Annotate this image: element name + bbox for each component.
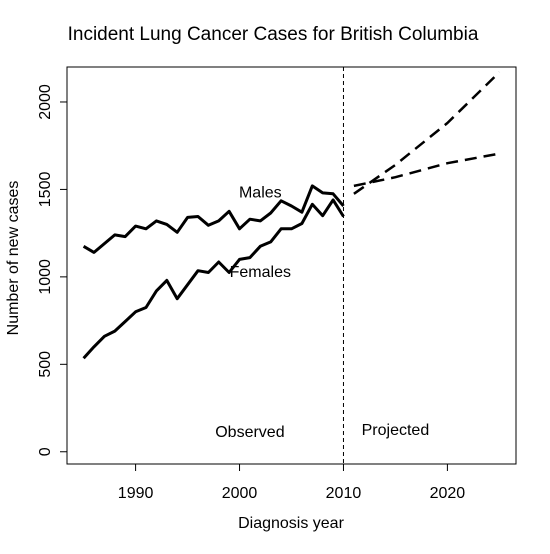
x-tick-label: 2010 (326, 485, 362, 502)
series-line-females-projected (353, 71, 501, 195)
annotation-males: Males (239, 184, 282, 201)
annotation-group: Observed Projected Males Females (215, 184, 429, 441)
series-line-females (82, 198, 345, 360)
y-tick-label: 0 (37, 447, 54, 456)
x-tick-label: 2020 (430, 485, 466, 502)
y-tick-label: 1500 (37, 172, 54, 208)
x-tick-label: 2000 (222, 485, 258, 502)
y-tick-label: 500 (37, 351, 54, 378)
y-axis-label: Number of new cases (5, 181, 22, 336)
annotation-females: Females (230, 264, 291, 281)
y-tick-label: 2000 (37, 84, 54, 120)
annotation-observed: Observed (215, 424, 284, 441)
series-group (82, 71, 501, 360)
chart-title: Incident Lung Cancer Cases for British C… (68, 24, 479, 45)
annotation-projected: Projected (362, 422, 430, 439)
y-tick-label: 1000 (37, 259, 54, 295)
series-line-males (82, 184, 345, 254)
x-tick-label: 1990 (118, 485, 154, 502)
y-axis: 0 500 1000 1500 2000 (37, 84, 67, 456)
series-line-males-projected (353, 152, 500, 188)
plot-frame (66, 66, 517, 465)
x-axis-label: Diagnosis year (238, 515, 345, 532)
x-axis: 1990 2000 2010 2020 (118, 464, 466, 502)
